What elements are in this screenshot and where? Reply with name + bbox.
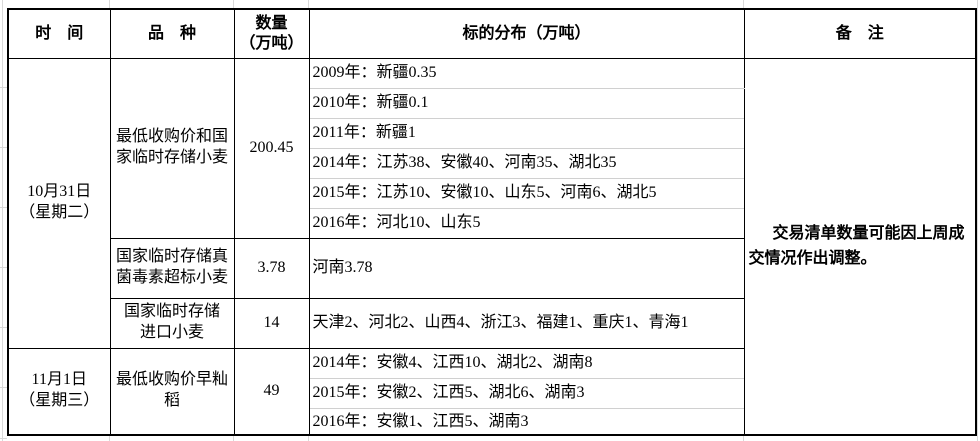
- spreadsheet-gridline-stub: [233, 436, 234, 441]
- remark-cell: 交易清单数量可能因上周成交情况作出调整。: [743, 57, 977, 436]
- distribution-cell-2016-wheat: 2016年：河北10、山东5: [308, 207, 745, 239]
- distribution-cell-imported-wheat: 天津2、河北2、山西4、浙江3、福建1、重庆1、青海1: [308, 297, 745, 349]
- quantity-cell-imported-wheat: 14: [233, 297, 310, 349]
- table-row: 2016年：河北10、山东5: [8, 207, 976, 239]
- distribution-cell-2011: 2011年：新疆1: [308, 117, 745, 149]
- spreadsheet-gridline-stub: [308, 0, 309, 8]
- distribution-cell-2016-rice: 2016年：安徽1、江西5、湖南3: [308, 407, 745, 436]
- spreadsheet-gridline-stub: [109, 436, 110, 441]
- quantity-cell-early-rice: 49: [233, 347, 310, 436]
- distribution-cell-2010: 2010年：新疆0.1: [308, 87, 745, 119]
- distribution-cell-2015-rice: 2015年：安徽2、江西5、湖北6、湖南3: [308, 377, 745, 409]
- quantity-cell-msp-wheat: 200.45: [233, 57, 310, 239]
- table-row: 2010年：新疆0.1: [8, 87, 976, 119]
- time-cell-nov1: 11月1日 （星期三）: [7, 347, 111, 436]
- column-header-distribution: 标的分布（万吨）: [308, 8, 745, 59]
- spreadsheet-gridline-vertical-left: [2, 0, 3, 441]
- table-header-row: 时 间 品 种 数量 （万吨） 标的分布（万吨） 备 注: [7, 8, 977, 59]
- auction-schedule-table: 时 间 品 种 数量 （万吨） 标的分布（万吨） 备 注 10月31日 （星期二…: [7, 8, 977, 436]
- variety-cell-early-rice: 最低收购价早籼 稻: [109, 347, 235, 436]
- column-header-time: 时 间: [7, 8, 111, 59]
- spreadsheet-gridline-stub: [109, 0, 110, 8]
- variety-cell-toxin-wheat: 国家临时存储真 菌毒素超标小麦: [109, 237, 235, 299]
- column-header-quantity: 数量 （万吨）: [233, 8, 310, 59]
- spreadsheet-gridline-stub: [0, 438, 7, 439]
- variety-cell-imported-wheat: 国家临时存储 进口小麦: [109, 297, 235, 349]
- distribution-cell-toxin-wheat: 河南3.78: [308, 237, 745, 299]
- distribution-cell-2014-rice: 2014年：安徽4、江西10、湖北2、湖南8: [308, 347, 745, 379]
- variety-cell-msp-wheat: 最低收购价和国 家临时存储小麦: [109, 57, 235, 239]
- spreadsheet-gridline-stub: [743, 436, 744, 441]
- time-cell-oct31: 10月31日 （星期二）: [7, 57, 111, 349]
- distribution-cell-2015-wheat: 2015年：江苏10、安徽10、山东5、河南6、湖北5: [308, 177, 745, 209]
- table-row: 10月31日 （星期二） 最低收购价和国 家临时存储小麦 200.45 2009…: [7, 57, 977, 436]
- table-row: 国家临时存储真 菌毒素超标小麦 3.78 河南3.78: [8, 237, 976, 299]
- spreadsheet-gridline-stub: [0, 327, 7, 328]
- table-row: 2015年：江苏10、安徽10、山东5、河南6、湖北5: [8, 177, 976, 209]
- column-header-remark: 备 注: [743, 8, 977, 59]
- spreadsheet-gridline-stub: [0, 147, 7, 148]
- spreadsheet-gridline-stub: [308, 436, 309, 441]
- spreadsheet-gridline-stub: [743, 0, 744, 8]
- spreadsheet-gridline-stub: [0, 87, 7, 88]
- spreadsheet-gridline-stub: [233, 0, 234, 8]
- quantity-cell-toxin-wheat: 3.78: [233, 237, 310, 299]
- spreadsheet-gridline-stub: [0, 207, 7, 208]
- table-row: 2016年：安徽1、江西5、湖南3: [8, 407, 976, 436]
- spreadsheet-gridline-stub: [0, 387, 7, 388]
- distribution-cell-2014-wheat: 2014年：江苏38、安徽40、河南35、湖北35: [308, 147, 745, 179]
- spreadsheet-gridline-stub: [0, 267, 7, 268]
- table-row: 2011年：新疆1: [8, 117, 976, 149]
- spreadsheet-gridline-vertical-right: [977, 0, 978, 441]
- distribution-cell-2009: 2009年：新疆0.35: [308, 57, 745, 89]
- column-header-variety: 品 种: [109, 8, 235, 59]
- table-row: 11月1日 （星期三） 最低收购价早籼 稻 49 2014年：安徽4、江西10、…: [7, 347, 976, 436]
